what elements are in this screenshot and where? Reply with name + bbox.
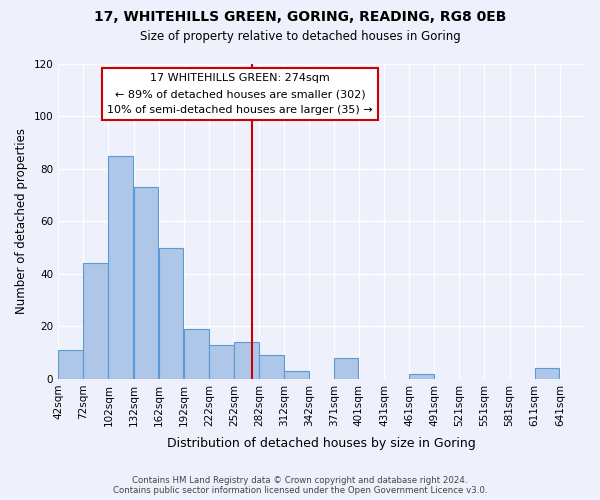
Bar	[234, 342, 259, 379]
Bar	[58, 350, 83, 379]
Text: 17, WHITEHILLS GREEN, GORING, READING, RG8 0EB: 17, WHITEHILLS GREEN, GORING, READING, R…	[94, 10, 506, 24]
X-axis label: Distribution of detached houses by size in Goring: Distribution of detached houses by size …	[167, 437, 476, 450]
Bar	[259, 356, 284, 379]
Y-axis label: Number of detached properties: Number of detached properties	[15, 128, 28, 314]
Bar	[209, 345, 233, 379]
Text: 17 WHITEHILLS GREEN: 274sqm
← 89% of detached houses are smaller (302)
10% of se: 17 WHITEHILLS GREEN: 274sqm ← 89% of det…	[107, 74, 373, 114]
Bar	[109, 156, 133, 379]
Bar	[184, 329, 209, 379]
Bar	[158, 248, 184, 379]
Text: Size of property relative to detached houses in Goring: Size of property relative to detached ho…	[140, 30, 460, 43]
Text: Contains HM Land Registry data © Crown copyright and database right 2024.
Contai: Contains HM Land Registry data © Crown c…	[113, 476, 487, 495]
Bar	[83, 264, 108, 379]
Bar	[134, 188, 158, 379]
Bar	[334, 358, 358, 379]
Bar	[409, 374, 434, 379]
Bar	[535, 368, 559, 379]
Bar	[284, 371, 309, 379]
